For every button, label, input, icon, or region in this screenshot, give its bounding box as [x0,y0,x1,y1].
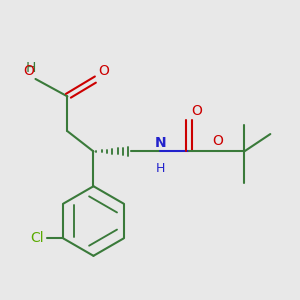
Text: H: H [26,61,36,75]
Text: O: O [191,104,202,118]
Text: O: O [98,64,109,77]
Text: O: O [213,134,224,148]
Text: Cl: Cl [30,231,44,245]
Text: O: O [23,64,34,78]
Text: N: N [154,136,166,150]
Text: H: H [155,163,165,176]
